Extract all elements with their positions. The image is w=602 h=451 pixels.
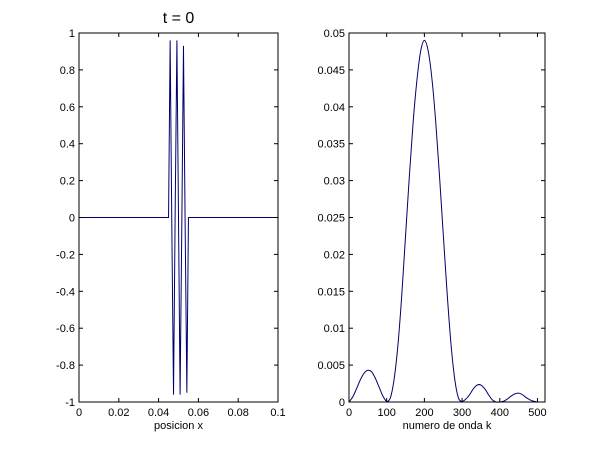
- right-y-tick-label: 0.025: [317, 213, 345, 225]
- left-x-tick-label: 0.04: [148, 407, 169, 419]
- right-x-tick-label: 500: [528, 407, 546, 419]
- right-y-tick-label: 0.05: [324, 28, 345, 40]
- right-y-tick-label: 0: [339, 397, 345, 409]
- left-x-tick-label: 0: [76, 407, 82, 419]
- right-y-tick-label: 0.015: [317, 286, 345, 298]
- left-chart-title: t = 0: [163, 10, 195, 27]
- right-y-tick-label: 0.02: [324, 249, 345, 261]
- left-ticks: 0 0.02 0.04 0.06 0.08 0.1 -1 -0.8 -0.6 -0.4 -0.2 0 0…: [56, 28, 286, 419]
- right-y-tick-label: 0.01: [324, 323, 345, 335]
- right-plot-layer: [348, 39, 538, 403]
- left-y-tick-label: 1: [69, 28, 75, 40]
- right-y-tick-label: 0.03: [324, 176, 345, 188]
- left-y-tick-label: -0.8: [56, 360, 75, 372]
- left-y-tick-label: 0: [69, 213, 75, 225]
- right-series-line: [348, 39, 538, 403]
- right-axes-spectrum: 0 100 200 300 400 500 0 0.005 0.01 0.015 0.02 0.025…: [317, 28, 546, 432]
- right-x-tick-label: 0: [346, 407, 352, 419]
- left-y-tick-label: 0.2: [60, 176, 75, 188]
- right-x-tick-label: 300: [453, 407, 471, 419]
- right-y-tick-label: 0.045: [317, 65, 345, 77]
- right-x-tick-label: 200: [415, 407, 433, 419]
- right-y-tick-label: 0.005: [317, 360, 345, 372]
- left-x-tick-label: 0.02: [108, 407, 129, 419]
- right-y-tick-label: 0.04: [324, 102, 345, 114]
- left-x-tick-label: 0.06: [188, 407, 209, 419]
- left-axes-position: t = 0 0 0.02 0.04 0.06 0.08 0.1 -1 -0.8 -0.6 -0.4…: [56, 10, 286, 432]
- left-y-tick-label: -0.4: [56, 286, 75, 298]
- right-x-tick-label: 100: [378, 407, 396, 419]
- left-x-tick-label: 0.1: [270, 407, 285, 419]
- left-x-axis-label: posicion x: [154, 420, 203, 432]
- left-y-tick-label: -0.2: [56, 249, 75, 261]
- left-y-tick-label: 0.6: [60, 102, 75, 114]
- left-y-tick-label: -0.6: [56, 323, 75, 335]
- right-ticks: 0 100 200 300 400 500 0 0.005 0.01 0.015 0.02 0.025…: [317, 28, 546, 419]
- left-series-line: [79, 40, 278, 395]
- left-plot-layer: [79, 40, 278, 395]
- left-y-tick-label: 0.8: [60, 65, 75, 77]
- right-y-tick-label: 0.035: [317, 139, 345, 151]
- left-y-tick-label: 0.4: [60, 139, 75, 151]
- right-x-tick-label: 400: [491, 407, 509, 419]
- right-x-axis-label: numero de onda k: [403, 420, 492, 432]
- left-y-tick-label: -1: [65, 397, 75, 409]
- left-x-tick-label: 0.08: [227, 407, 248, 419]
